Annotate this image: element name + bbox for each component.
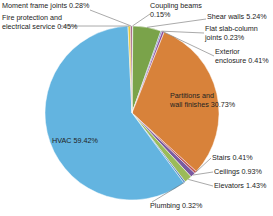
data-label: Flat slab-columnjoints0.23%: [204, 24, 258, 42]
data-label: Moment frame joints0.28%: [2, 1, 90, 10]
leader-line: [132, 14, 150, 26]
chart: Coupling beams0.15% Shear walls5.24% Flat …: [0, 0, 273, 216]
data-label: HVAC59.42%: [52, 136, 98, 145]
pie-slice: [128, 26, 132, 113]
label-value: 0.23%: [224, 33, 245, 42]
label-value: 5.24%: [246, 12, 267, 21]
label-category: wall finishes: [169, 100, 209, 109]
pie-slice: [130, 26, 132, 113]
label-category: HVAC: [52, 136, 71, 145]
data-labels: Coupling beams0.15% Shear walls5.24% Flat …: [2, 1, 269, 210]
leader-lines: [60, 10, 214, 202]
leader-line: [188, 179, 213, 186]
label-category: Shear walls: [207, 12, 245, 21]
leader-line: [161, 31, 204, 33]
data-label: Stairs0.41%: [212, 153, 253, 162]
pie: [45, 26, 219, 200]
label-value: 1.43%: [246, 181, 267, 190]
leader-line: [193, 172, 213, 175]
label-category: Ceilings: [214, 167, 240, 176]
label-value: 0.45%: [57, 22, 78, 31]
label-value: 0.93%: [242, 167, 263, 176]
leader-line: [196, 158, 211, 172]
data-label: Elevators1.43%: [214, 181, 267, 190]
label-category: Plumbing: [150, 201, 180, 210]
data-label: Partitions andwall finishes30.73%: [169, 91, 236, 109]
label-value: 59.42%: [73, 136, 98, 145]
label-category: Stairs: [212, 153, 231, 162]
label-value: 0.41%: [232, 153, 253, 162]
label-category: Moment frame joints: [2, 1, 68, 10]
leader-line: [152, 182, 184, 202]
label-value: 30.73%: [211, 100, 236, 109]
label-category: enclosure: [215, 56, 246, 65]
label-value: 0.32%: [182, 201, 203, 210]
data-label: Exteriorenclosure0.41%: [215, 47, 269, 65]
leader-line: [90, 10, 131, 26]
label-category: electrical service: [2, 22, 55, 31]
label-value: 0.15%: [150, 10, 171, 19]
label-category: joints: [204, 33, 222, 42]
label-category: Elevators: [214, 181, 244, 190]
data-label: Fire protection andelectrical service0.4…: [2, 13, 78, 31]
label-value: 0.41%: [248, 56, 269, 65]
data-label: Plumbing0.32%: [150, 201, 203, 210]
data-label: Shear walls5.24%: [207, 12, 267, 21]
data-label: Ceilings0.93%: [214, 167, 263, 176]
label-value: 0.28%: [69, 1, 90, 10]
pie-slice: [45, 26, 184, 200]
data-label: Coupling beams0.15%: [150, 1, 202, 19]
leader-line: [147, 19, 206, 27]
